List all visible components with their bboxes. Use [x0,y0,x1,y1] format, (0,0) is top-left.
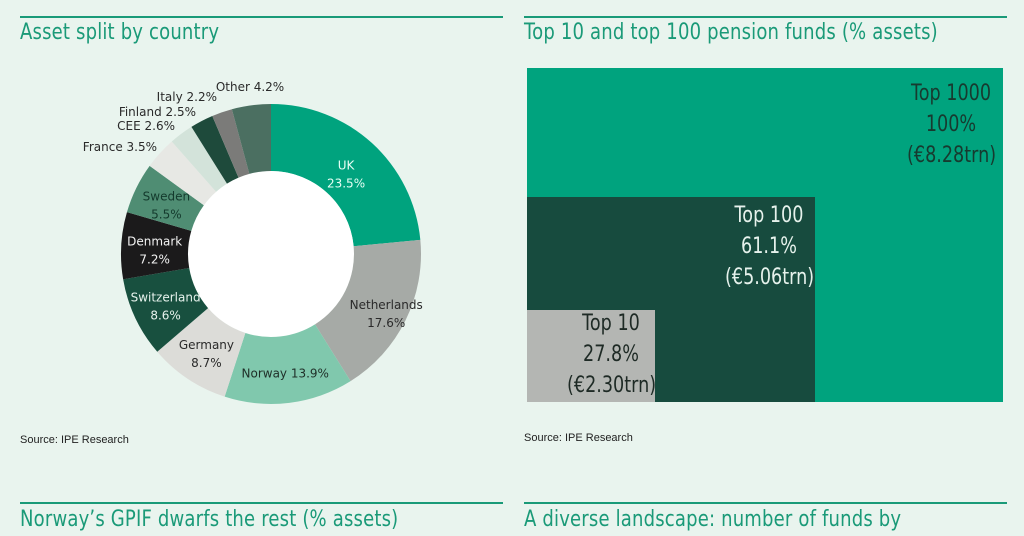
treemap-pct: 27.8% [583,342,639,367]
donut-slice-cee [171,126,227,192]
donut-label-sweden: Sweden 5.5% [143,190,190,222]
donut-title: Asset split by country [20,20,220,45]
donut-slice-sweden [126,165,204,231]
treemap-amount: (€8.28trn) [907,143,997,168]
donut-slice-switzerland [123,268,209,352]
section-rule [20,502,503,504]
donut-source: Source: IPE Research [20,434,129,446]
treemap-pct: 61.1% [741,234,797,259]
treemap-pct: 100% [925,112,977,137]
donut-slice-norway [224,324,351,405]
donut-slice-france [149,141,217,206]
donut-slice-denmark [120,212,192,280]
treemap-top-10: Top 10 27.8% (€2.30trn) [527,310,657,402]
donut-slice-germany [157,308,246,397]
donut-label-netherlands: Netherlands 17.6% [350,298,423,330]
section-title-norway: Norway’s GPIF dwarfs the rest (% assets) [20,507,399,532]
treemap-amount: (€2.30trn) [567,373,657,398]
treemap-label: Top 100 [734,203,804,228]
donut-label-denmark: Denmark 7.2% [127,234,182,266]
donut-label-finland: Finland 2.5% [119,105,196,119]
donut-label-france: France 3.5% [83,140,157,154]
donut-label-germany: Germany 8.7% [179,338,234,370]
donut-label-other: Other 4.2% [216,80,284,94]
donut-label-norway: Norway 13.9% [242,367,329,381]
treemap-amount: (€5.06trn) [725,265,815,290]
title-rule [524,16,1007,18]
treemap-label: Top 10 [582,311,640,336]
title-rule [20,16,503,18]
treemap-title: Top 10 and top 100 pension funds (% asse… [524,20,938,45]
donut-label-italy: Italy 2.2% [157,90,217,104]
donut-label-switzerland: Switzerland 8.6% [131,291,201,323]
donut-slice-italy [212,109,250,178]
donut-hole [188,171,354,337]
donut-slice-uk [271,104,421,247]
treemap-label: Top 1000 [910,81,992,106]
section-rule [524,502,1007,504]
donut-label-cee: CEE 2.6% [117,119,175,133]
donut-label-uk: UK 23.5% [327,159,365,191]
section-title-landscape: A diverse landscape: number of funds by [524,507,902,532]
donut-chart: UK 23.5% Netherlands 17.6% Norway 13.9% Germa… [83,80,423,405]
donut-slice-netherlands [315,239,421,382]
donut-slice-finland [191,115,239,184]
treemap-source: Source: IPE Research [524,432,633,444]
donut-slice-other [231,104,271,174]
